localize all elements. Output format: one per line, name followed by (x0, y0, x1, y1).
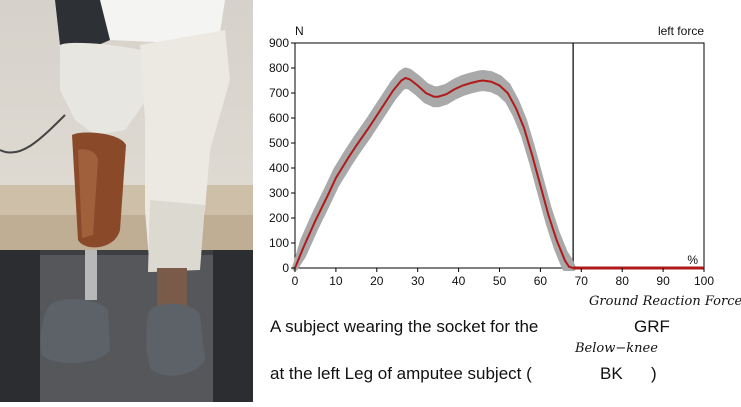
x-tick-label: 20 (370, 274, 384, 288)
x-tick-label: 0 (292, 274, 299, 288)
caption-bk-abbrev: BK (600, 364, 623, 383)
y-tick-label: 900 (269, 36, 289, 50)
x-tick-label: 80 (616, 274, 630, 288)
x-tick-label: 40 (452, 274, 466, 288)
caption-line2: at the left Leg of amputee subject ( (270, 364, 532, 383)
y-tick-label: 200 (269, 211, 289, 225)
y-tick-label: 500 (269, 136, 289, 150)
y-tick-label: 300 (269, 186, 289, 200)
panel-title-left-force: left force (658, 24, 704, 38)
caption-close-paren: ) (651, 364, 657, 383)
photo-icon (0, 0, 253, 402)
ground-reaction-force-chart: 0 100 200 300 400 500 600 700 800 900 0 10 20 30 40 50 6… (262, 20, 722, 298)
chart-line-layer (294, 76, 704, 270)
mean-force-line (294, 76, 574, 269)
x-tick-label: 70 (575, 274, 589, 288)
chart-tick-layer: 0 100 200 300 400 500 600 700 800 900 0 10 20 30 40 50 6… (269, 36, 714, 288)
y-tick-label: 800 (269, 61, 289, 75)
x-tick-label: 50 (493, 274, 507, 288)
caption-grf-full-form: Ground Reaction Force (589, 294, 741, 309)
x-tick-label: 10 (329, 274, 343, 288)
x-tick-label: 30 (411, 274, 425, 288)
caption-bk-full-form: Below−knee (575, 341, 658, 356)
y-tick-label: 100 (269, 236, 289, 250)
caption-grf-abbrev: GRF (634, 317, 670, 336)
y-tick-label: 600 (269, 111, 289, 125)
x-tick-label: 90 (656, 274, 670, 288)
prosthetic-leg-photo (0, 0, 253, 402)
std-dev-band (292, 67, 577, 271)
y-tick-label: 0 (282, 261, 289, 275)
y-tick-label: 400 (269, 161, 289, 175)
x-tick-label: 100 (694, 274, 714, 288)
y-tick-label: 700 (269, 86, 289, 100)
chart-svg: 0 100 200 300 400 500 600 700 800 900 0 10 20 30 40 50 6… (269, 24, 714, 288)
caption-line1: A subject wearing the socket for the (270, 317, 539, 336)
x-unit-label: % (687, 253, 698, 267)
chart-band-layer (292, 67, 577, 271)
y-unit-label: N (295, 24, 304, 38)
x-tick-label: 60 (534, 274, 548, 288)
